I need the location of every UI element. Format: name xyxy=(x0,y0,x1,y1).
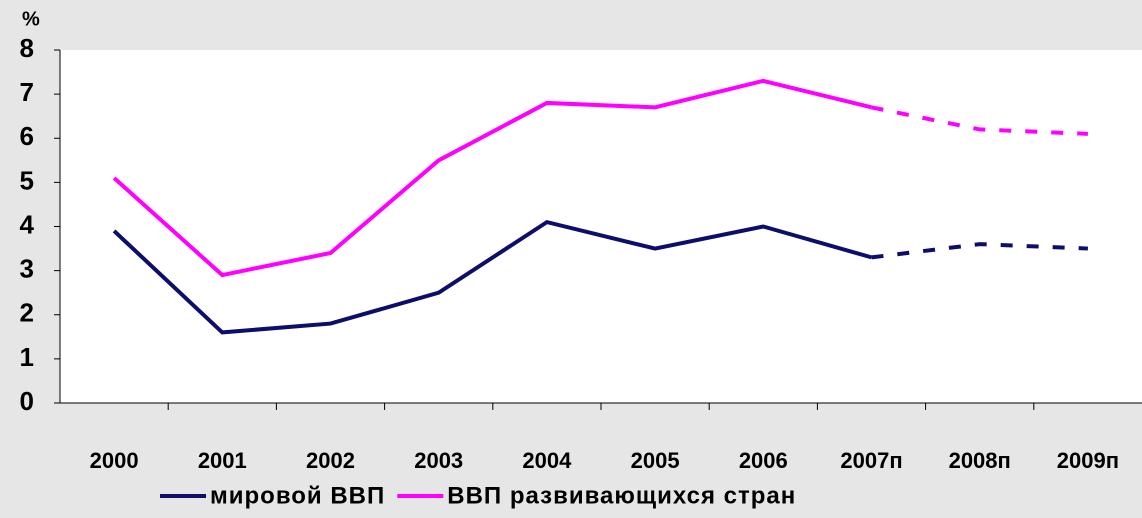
legend-label: ВВП развивающихся стран xyxy=(447,482,796,509)
x-tick-label: 2008п xyxy=(949,448,1011,473)
x-tick-label: 2005 xyxy=(631,448,680,473)
y-tick-label: 7 xyxy=(20,77,34,107)
y-tick-label: 0 xyxy=(20,386,34,416)
y-tick-label: 4 xyxy=(20,209,35,239)
y-tick-label: 3 xyxy=(20,254,34,284)
y-tick-label: 1 xyxy=(20,342,34,372)
x-tick-label: 2003 xyxy=(414,448,463,473)
x-tick-label: 2001 xyxy=(198,448,247,473)
series-line xyxy=(112,78,872,278)
x-tick-label: 2002 xyxy=(306,448,355,473)
y-axis-label: % xyxy=(22,8,40,30)
legend-label: мировой ВВП xyxy=(210,482,385,509)
x-tick-label: 2007п xyxy=(840,448,902,473)
y-tick-label: 8 xyxy=(20,33,34,63)
x-tick-label: 2009п xyxy=(1057,448,1119,473)
series-line-dashed xyxy=(871,105,1088,136)
x-tick-label: 2000 xyxy=(90,448,139,473)
x-tick-label: 2004 xyxy=(522,448,572,473)
y-tick-label: 6 xyxy=(20,121,34,151)
x-tick-label: 2006 xyxy=(739,448,788,473)
y-tick-label: 5 xyxy=(20,165,34,195)
y-tick-label: 2 xyxy=(20,298,34,328)
plot-area xyxy=(60,50,1142,403)
series-line xyxy=(112,219,873,335)
series-line-dashed xyxy=(871,242,1088,260)
